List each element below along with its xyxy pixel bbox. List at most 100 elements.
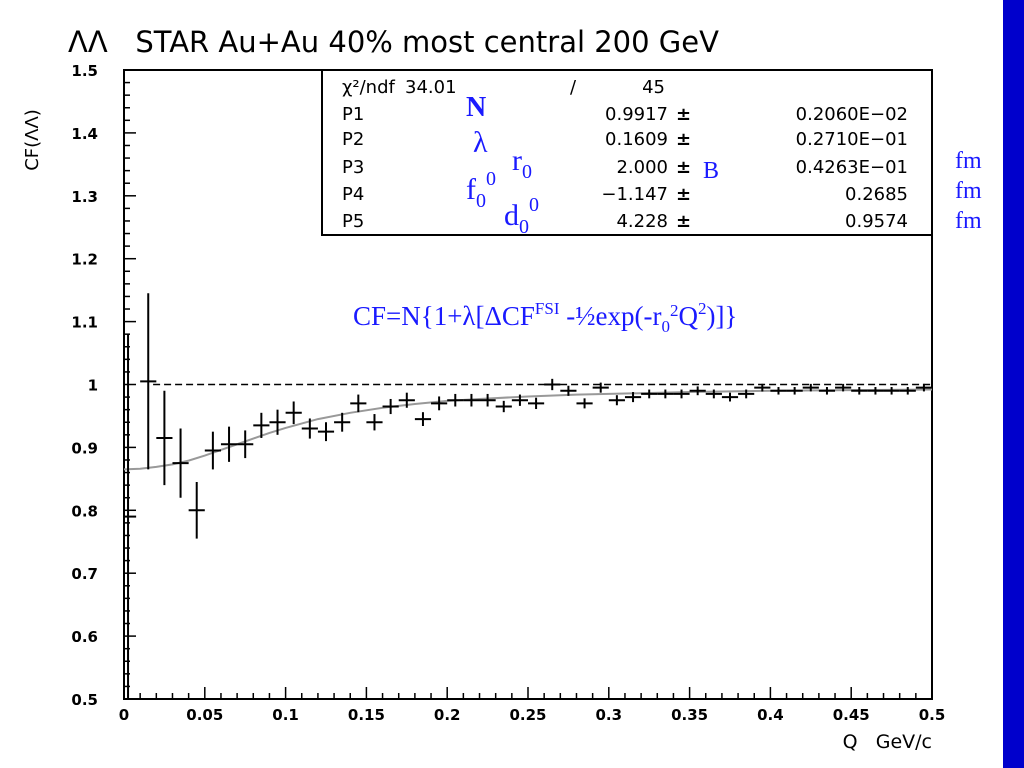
stats-p4-value: −1.147 [601,184,668,205]
y-tick-label: 0.6 [71,628,98,646]
data-point [156,390,173,486]
data-point [754,383,771,392]
stats-p5-pm: ± [676,211,691,232]
x-tick-label: 0.3 [596,706,623,724]
x-tick-label: 0.1 [272,706,299,724]
data-point [204,431,221,470]
stats-box: χ²/ndf 34.01 / 45 P1 0.9917 ± 0.2060E−02… [321,69,933,238]
data-point [414,412,432,427]
annotation-n: N [466,92,486,123]
x-tick-label: 0 [119,706,129,724]
annotation-lambda: λ [473,126,488,159]
data-point [641,389,658,399]
data-point [382,398,399,415]
y-tick-label: 1.3 [71,188,98,206]
annotation-r0: r0 [512,144,532,183]
annotation-d00: d00 [504,194,539,238]
x-tick-labels: 0 0.05 0.1 0.15 0.2 0.25 0.3 0.35 0.4 0.45 0.5 [119,706,946,724]
stats-p4-name: P4 [342,184,364,205]
data-point [350,394,367,413]
data-point [689,386,706,396]
y-tick-label: 1.4 [71,125,98,143]
stats-p1-error: 0.2060E−02 [796,104,908,125]
data-point [899,387,916,395]
y-tick-label: 0.9 [71,439,98,457]
data-point [818,387,836,395]
stats-p5-name: P5 [342,211,364,232]
data-point [495,400,512,413]
x-tick-label: 0.5 [919,706,946,724]
y-tick-label: 0.5 [71,691,98,709]
data-point [269,409,286,435]
stats-p3-value: 2.000 [616,157,668,178]
data-point [576,398,593,409]
data-point [624,392,642,403]
data-point [511,394,528,406]
x-tick-label: 0.45 [833,706,870,724]
stats-p3-name: P3 [342,157,364,178]
stats-p4-error: 0.2685 [845,184,908,205]
fit-formula: CF=N{1+λ[ΔCFFSI -½exp(-r02Q2)]} [353,299,737,336]
unit-fm-p4: fm [955,178,982,204]
data-point [673,389,690,399]
stats-ndf-value: 45 [642,77,665,98]
data-point [172,428,189,498]
stats-p2-pm: ± [676,129,691,150]
y-tick-label: 1.5 [71,62,98,80]
x-axis-label: Q GeV/c [843,731,932,753]
data-point [366,414,383,431]
x-tick-label: 0.25 [509,706,546,724]
stats-p2-value: 0.1609 [605,129,668,150]
data-point [915,383,932,392]
x-tick-label: 0.35 [671,706,708,724]
stats-p2-name: P2 [342,129,364,150]
data-point [253,412,270,438]
stats-p1-pm: ± [676,104,691,125]
data-point [528,397,545,410]
y-tick-labels: 0.5 0.6 0.7 0.8 0.9 1 1.1 1.2 1.3 1.4 1.5 [71,62,98,709]
data-point [608,395,625,406]
y-tick-label: 1.1 [71,314,98,332]
data-point [867,387,884,395]
side-bar [1003,0,1024,768]
x-tick-label: 0.4 [757,706,784,724]
data-point [560,385,577,396]
data-point [188,481,205,539]
y-tick-label: 0.7 [71,565,98,583]
data-point [479,393,496,407]
data-point [124,334,137,699]
data-point [463,393,480,407]
stats-p1-value: 0.9917 [605,104,668,125]
data-point [802,383,819,392]
data-point [770,387,787,395]
data-points [124,293,932,699]
x-tick-label: 0.2 [434,706,461,724]
annotation-b: B [703,158,719,184]
y-tick-label: 0.8 [71,502,98,520]
data-point [883,387,900,395]
data-point [447,393,464,407]
stats-p2-error: 0.2710E−01 [796,129,908,150]
data-point [140,293,157,470]
data-point [398,392,415,408]
data-point [705,389,722,399]
stats-p5-value: 4.228 [616,211,668,232]
x-tick-label: 0.05 [186,706,223,724]
stats-p3-pm: ± [676,157,691,178]
data-point [334,412,351,432]
data-point [592,382,609,393]
data-point [738,389,755,399]
fit-curve [123,388,933,471]
data-point [835,383,852,392]
stats-chi2-value: 34.01 [405,77,457,98]
stats-p3-error: 0.4263E−01 [796,157,908,178]
data-point [301,418,318,439]
stats-p1-name: P1 [342,104,364,125]
unit-fm-p5: fm [955,208,982,234]
chart-title: ΛΛ STAR Au+Au 40% most central 200 GeV [68,25,719,59]
data-point [851,387,868,395]
data-point [786,387,803,395]
side-bar-edge [998,0,1003,768]
data-point [237,430,254,459]
